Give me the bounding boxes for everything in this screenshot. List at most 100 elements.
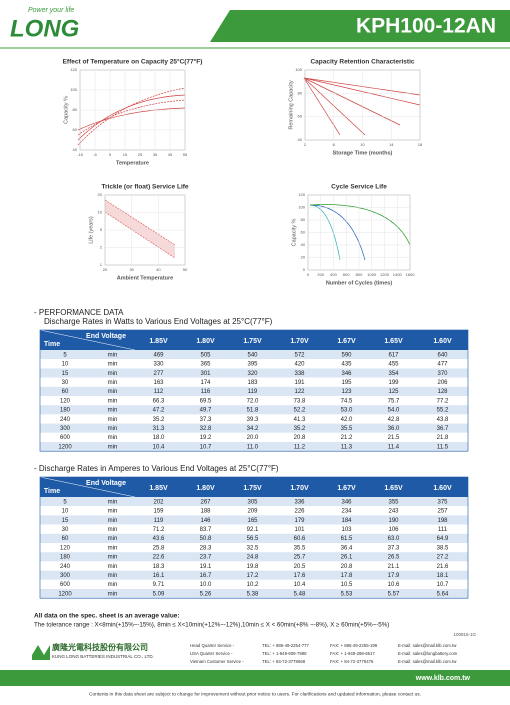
voltage-header: 1.70V [290,338,309,345]
time-cell: 10 [62,509,69,515]
value-cell: 52.2 [294,408,306,414]
voltage-header: 1.65V [384,485,403,492]
value-cell: 31.3 [153,426,165,432]
value-cell: 188 [200,509,211,515]
value-cell: 19.2 [200,435,212,441]
y-tick-label: 40 [73,147,78,152]
value-cell: 125 [388,389,399,395]
value-cell: 38.5 [437,545,449,551]
value-cell: 243 [388,509,399,515]
table-row [40,533,468,543]
x-tick-label: 800 [356,272,363,277]
y-tick-label: 10 [98,210,103,215]
value-cell: 20.8 [294,435,306,441]
time-cell: 120 [60,398,71,404]
x-axis-label: Number of Cycles (times) [326,280,392,286]
value-cell: 17.6 [294,573,306,579]
table-row [40,579,468,589]
x-axis-label: Storage Time (months) [333,150,393,156]
value-cell: 43.8 [437,417,449,423]
x-tick-label: 50 [183,267,188,272]
x-axis-label: Ambient Temperature [117,275,173,281]
value-cell: 39.3 [247,417,259,423]
contact: FAX: + 84-72-3779476 [330,659,374,664]
value-cell: 34.2 [247,426,259,432]
unit-cell: min [108,499,118,505]
time-cell: 180 [60,408,71,414]
value-cell: 5.26 [200,591,212,597]
value-cell: 35.5 [294,545,306,551]
value-cell: 174 [200,380,211,386]
header-end-voltage: End Voltage [86,333,126,340]
value-cell: 146 [200,518,211,524]
unit-cell: min [108,408,118,414]
value-cell: 26.5 [388,555,400,561]
y-axis-label: Remaining Capacity [288,80,294,129]
y-tick-label: 40 [301,242,306,247]
value-cell: 103 [341,527,352,533]
x-tick-label: 1200 [380,272,390,277]
voltage-header: 1.80V [196,485,215,492]
contact: FAX: + 1-949-288-6617 [330,651,375,656]
contact: TEL: + 886-49-2254-777 [262,643,310,648]
unit-cell: min [108,564,118,570]
value-cell: 27.2 [437,555,449,561]
unit-cell: min [108,555,118,561]
model: KPH100-12AN [356,15,496,38]
value-cell: 26.1 [341,555,353,561]
x-tick-label: 14 [389,142,394,147]
float-life-band [105,200,175,258]
header-time: Time [44,341,60,348]
y-tick-label: 120 [70,67,77,72]
unit-cell: min [108,509,118,515]
value-cell: 72.0 [247,398,259,404]
value-cell: 540 [247,352,258,358]
value-cell: 10.2 [247,582,259,588]
value-cell: 354 [388,371,399,377]
value-cell: 346 [341,499,352,505]
time-cell: 600 [60,582,71,588]
value-cell: 277 [153,371,164,377]
y-tick-label: 100 [298,205,305,210]
y-axis-label: Capacity % [291,218,297,246]
voltage-header: 1.85V [149,485,168,492]
unit-cell: min [108,527,118,533]
y-tick-label: 80 [298,90,303,95]
unit-cell: min [108,591,118,597]
value-cell: 116 [201,389,211,395]
value-cell: 5.48 [294,591,306,597]
unit-cell: min [108,352,118,358]
value-cell: 69.5 [200,398,212,404]
value-cell: 32.8 [200,426,212,432]
x-tick-label: 20 [103,267,108,272]
note: All data on the spec. sheet is an averag… [34,613,180,620]
section-title: - PERFORMANCE DATA [34,308,124,317]
contact: Vietnam Customer Service - [190,659,244,664]
value-cell: 32.5 [247,545,259,551]
value-cell: 469 [153,352,164,358]
value-cell: 346 [341,371,352,377]
value-cell: 35.2 [153,417,165,423]
table-row [40,515,468,525]
table-row [40,543,468,553]
value-cell: 5.64 [437,591,449,597]
unit-cell: min [108,380,118,386]
value-cell: 336 [294,499,305,505]
unit-cell: min [108,545,118,551]
time-cell: 300 [60,573,71,579]
x-tick-label: -5 [93,152,97,157]
logo: LONG [10,15,79,42]
time-cell: 240 [60,564,71,570]
value-cell: 36.4 [341,545,353,551]
voltage-header: 1.75V [243,338,262,345]
value-cell: 202 [153,499,164,505]
x-tick-label: 10 [360,142,365,147]
value-cell: 77.2 [437,398,449,404]
value-cell: 43.6 [153,536,165,542]
y-tick-label: 80 [73,107,78,112]
table-row [40,368,468,378]
value-cell: 17.9 [388,573,400,579]
time-cell: 120 [60,545,71,551]
value-cell: 41.3 [294,417,306,423]
